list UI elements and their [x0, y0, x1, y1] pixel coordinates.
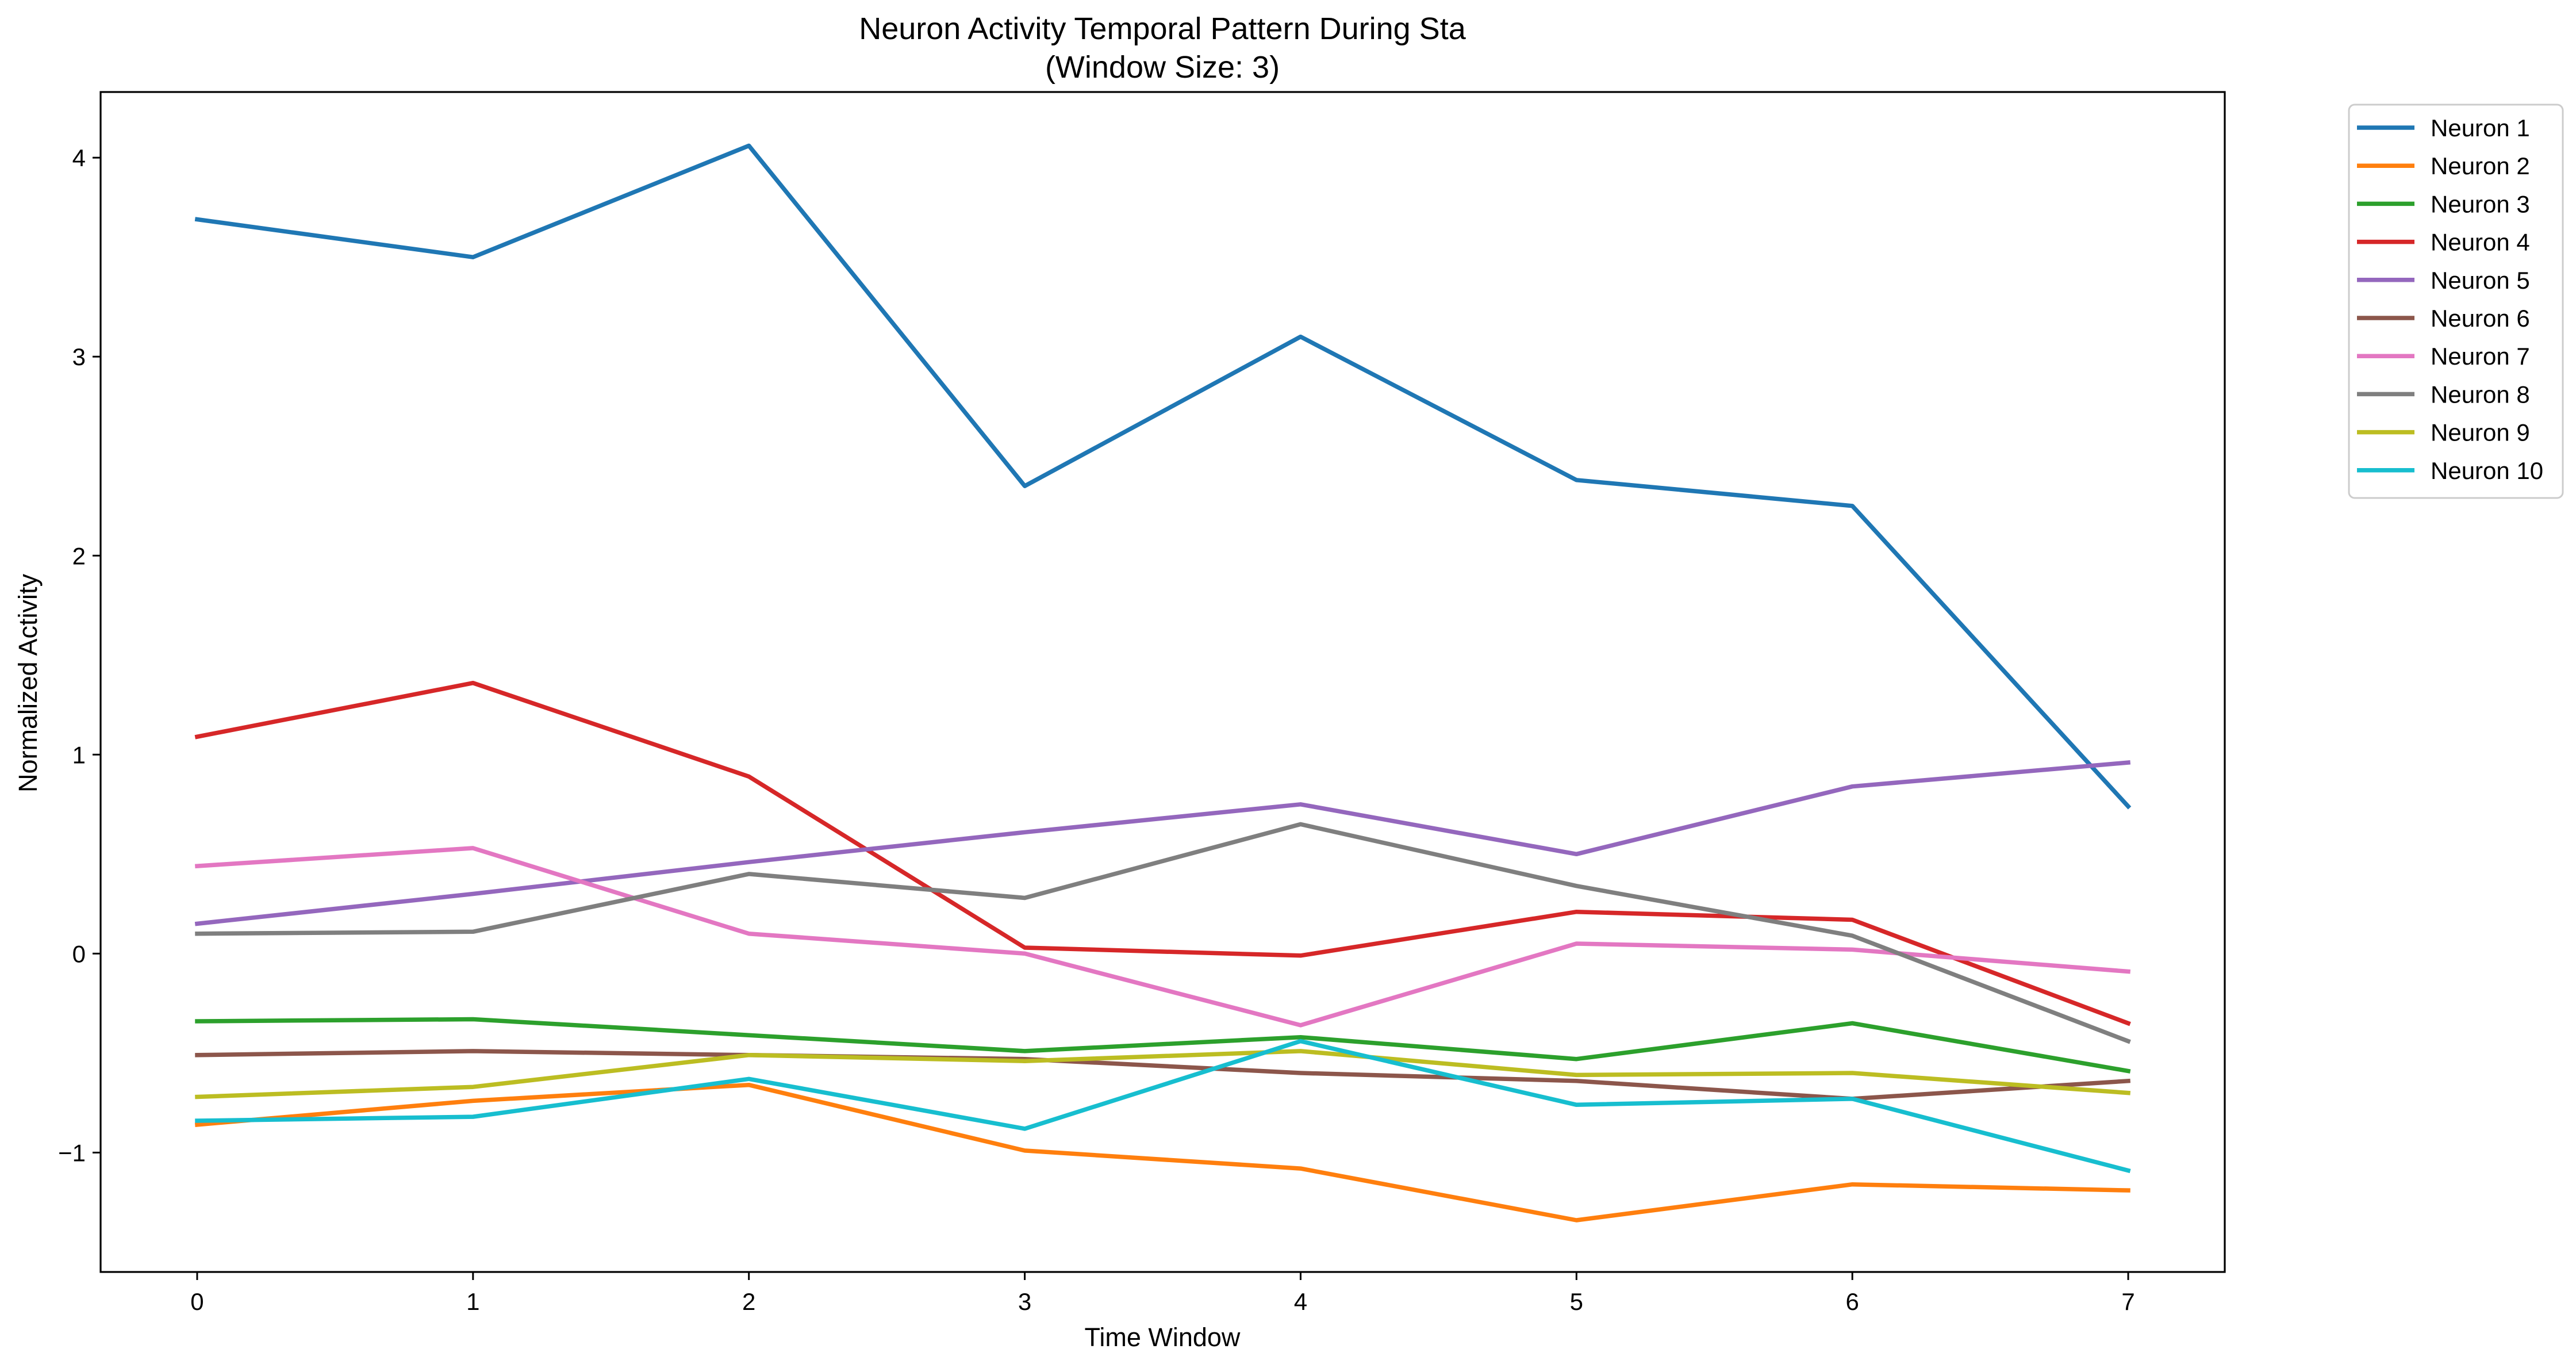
- axis-ticks: 0 1 2 3 4 5 6 7 −1 0 1 2 3 4: [58, 144, 2135, 1315]
- y-tick-label: 3: [72, 343, 86, 370]
- y-tick-label: 1: [72, 741, 86, 768]
- x-tick-label: 0: [190, 1288, 204, 1315]
- x-axis-label: Time Window: [1085, 1323, 1241, 1352]
- legend-label-neuron-7: Neuron 7: [2431, 343, 2530, 370]
- x-tick-label: 6: [1845, 1288, 1859, 1315]
- legend-label-neuron-8: Neuron 8: [2431, 381, 2530, 408]
- x-tick-label: 4: [1294, 1288, 1307, 1315]
- y-tick-label: 0: [72, 940, 86, 967]
- x-tick-label: 5: [1570, 1288, 1583, 1315]
- series-line-neuron-4: [194, 680, 2131, 1026]
- x-tick-label: 2: [742, 1288, 755, 1315]
- legend-label-neuron-5: Neuron 5: [2431, 267, 2530, 294]
- legend-label-neuron-4: Neuron 4: [2431, 229, 2530, 256]
- series-line-neuron-2: [194, 1082, 2130, 1223]
- y-tick-label: 4: [72, 144, 86, 171]
- x-tick-label: 7: [2121, 1288, 2134, 1315]
- chart-title: Neuron Activity Temporal Pattern During …: [859, 12, 1466, 46]
- y-tick-label: −1: [58, 1139, 86, 1166]
- series-line-neuron-6: [195, 1049, 2130, 1101]
- y-axis-label: Normalized Activity: [13, 573, 43, 792]
- x-tick-label: 3: [1018, 1288, 1031, 1315]
- series-line-neuron-5: [194, 760, 2131, 926]
- legend: Neuron 1 Neuron 2 Neuron 3 Neuron 4 Neuron 5…: [2348, 104, 2564, 499]
- series-line-neuron-1: [194, 143, 2132, 810]
- legend-label-neuron-9: Neuron 9: [2431, 419, 2530, 446]
- series-line-neuron-7: [195, 846, 2131, 1028]
- series-line-neuron-3: [195, 1017, 2131, 1074]
- plot-area-frame: [99, 91, 2226, 1273]
- legend-label-neuron-10: Neuron 10: [2431, 457, 2543, 484]
- series-line-neuron-8: [195, 822, 2131, 1044]
- legend-label-neuron-1: Neuron 1: [2431, 114, 2530, 141]
- series-line-neuron-10: [195, 1039, 2131, 1174]
- x-tick-label: 1: [466, 1288, 479, 1315]
- legend-label-neuron-3: Neuron 3: [2431, 190, 2530, 217]
- chart-subtitle: (Window Size: 3): [1045, 50, 1280, 85]
- legend-label-neuron-2: Neuron 2: [2431, 152, 2530, 179]
- data-series: [194, 143, 2132, 1223]
- y-tick-label: 2: [72, 542, 86, 569]
- series-line-neuron-9: [195, 1049, 2131, 1099]
- legend-label-neuron-6: Neuron 6: [2431, 305, 2530, 332]
